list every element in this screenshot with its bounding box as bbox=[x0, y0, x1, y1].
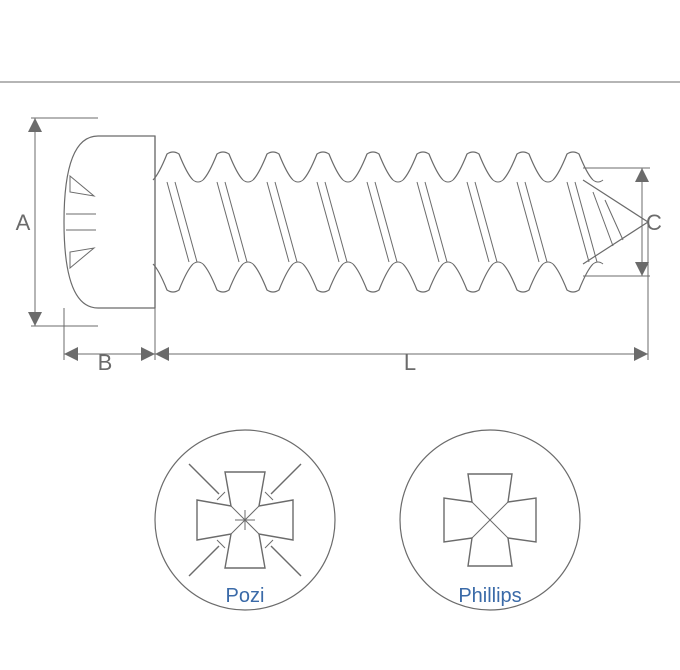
dim-label-L: L bbox=[404, 350, 416, 375]
phillips-drive-icon: Phillips bbox=[400, 430, 580, 610]
screw-side-view bbox=[64, 136, 648, 308]
phillips-recess bbox=[444, 474, 536, 566]
dim-label-A: A bbox=[16, 210, 31, 235]
dim-label-C: C bbox=[646, 210, 662, 235]
pozi-recess bbox=[189, 464, 301, 576]
pozi-label: Pozi bbox=[226, 585, 265, 607]
screw-technical-diagram: A B C L Pozi Phillips bbox=[0, 0, 680, 670]
dim-label-B: B bbox=[98, 350, 113, 375]
pozi-drive-icon: Pozi bbox=[155, 430, 335, 610]
phillips-label: Phillips bbox=[458, 585, 521, 607]
